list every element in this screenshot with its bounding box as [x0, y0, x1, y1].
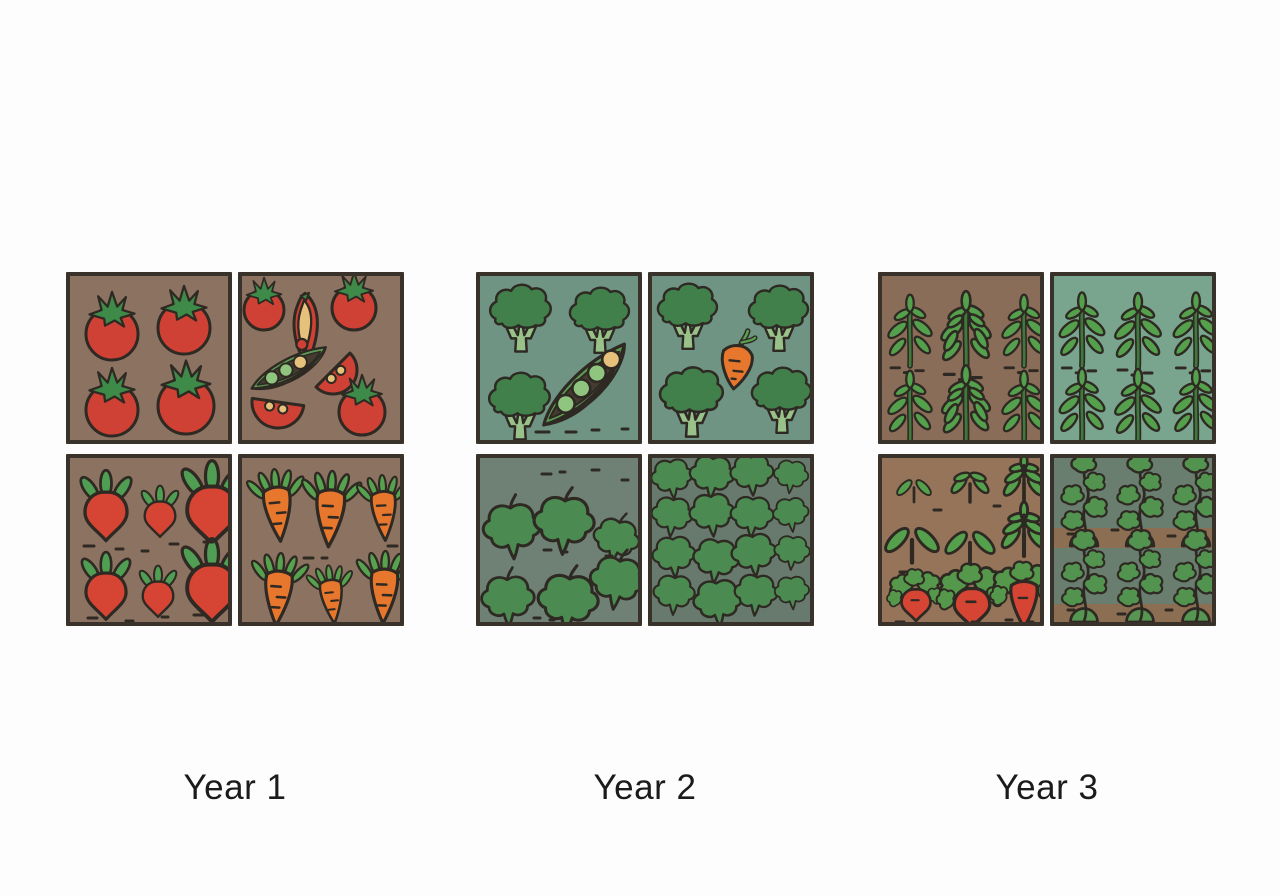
tomato-icon [337, 373, 387, 437]
carrot-icon [305, 564, 354, 625]
tomato-slice-icon [250, 396, 306, 430]
leaf-icon [773, 535, 811, 571]
tomato-icon [84, 366, 140, 438]
plot-carrots [238, 454, 404, 626]
vine-plant-icon [1116, 528, 1164, 624]
year-2-group: Year 2 [476, 272, 814, 807]
radish-icon [180, 536, 232, 624]
radish-icon [79, 468, 133, 543]
pea-pod-icon [542, 342, 626, 427]
carrot-icon [355, 474, 404, 542]
plot-greens-sparse [476, 454, 642, 626]
leaf-icon [772, 497, 810, 533]
legume-plant-icon [1001, 369, 1044, 444]
plot-tomatoes [66, 272, 232, 444]
broccoli-icon [568, 286, 631, 355]
plot-vines [1050, 454, 1216, 626]
legume-plant-icon [1114, 291, 1162, 377]
leaf-icon [588, 548, 642, 611]
tomato-icon [156, 284, 212, 356]
radish-icon [140, 484, 180, 539]
broccoli-icon [487, 371, 551, 441]
leaf-icon [536, 564, 600, 626]
year-2-label: Year 2 [593, 768, 697, 807]
radish-icon [886, 568, 945, 623]
year-1-plots [66, 272, 404, 626]
plot-broccoli-peapod [476, 272, 642, 444]
year-3-plots [878, 272, 1216, 626]
year-3-label: Year 3 [995, 768, 1099, 807]
radish-icon [138, 564, 178, 619]
carrot-icon [250, 551, 310, 626]
leaf-icon [773, 575, 810, 611]
legume-plant-icon [887, 369, 933, 444]
plot-radishes [66, 454, 232, 626]
carrot-icon [300, 469, 363, 549]
year-1-group: Year 1 [66, 272, 404, 807]
seedling-icon [896, 479, 932, 504]
plot-tomato-harvest [238, 272, 404, 444]
legume-plant-icon [1058, 367, 1106, 444]
legume-plant-icon [1114, 367, 1162, 444]
broccoli-icon [658, 366, 725, 438]
broccoli-icon [488, 283, 552, 353]
seedling-icon [884, 526, 940, 565]
seedling-icon [950, 471, 990, 504]
year-2-plots [476, 272, 814, 626]
leaf-icon [729, 454, 775, 497]
plot-broccoli-carrot [648, 272, 814, 444]
leaf-icon [652, 574, 696, 616]
seedling-icon [1000, 500, 1044, 559]
plot-greens-dense [648, 454, 814, 626]
tomato-slice-icon [292, 291, 319, 366]
year-3-group: Year 3 [878, 272, 1216, 807]
broccoli-icon [656, 282, 719, 351]
carrot-icon [245, 467, 305, 543]
tomato-icon [242, 276, 286, 332]
plot-legumes-soil [878, 272, 1044, 444]
tomato-icon [84, 290, 140, 362]
plot-legumes-cover [1050, 272, 1216, 444]
year-1-label: Year 1 [183, 768, 287, 807]
pea-pod-icon [250, 346, 327, 391]
carrot-icon [720, 328, 758, 391]
leaf-icon [773, 459, 810, 495]
legume-plant-icon [1058, 291, 1106, 375]
legume-plant-icon [940, 364, 992, 444]
plot-seedlings-roots [878, 454, 1044, 626]
tomato-icon [156, 359, 216, 436]
tomato-icon [330, 272, 378, 332]
leaf-icon [532, 486, 596, 556]
broccoli-icon [747, 284, 810, 353]
seedling-icon [944, 530, 996, 566]
vine-plant-icon [1060, 528, 1108, 624]
legume-plant-icon [887, 293, 933, 374]
legume-plant-icon [940, 289, 992, 382]
leaf-icon [480, 566, 536, 626]
radish-icon [80, 550, 132, 621]
